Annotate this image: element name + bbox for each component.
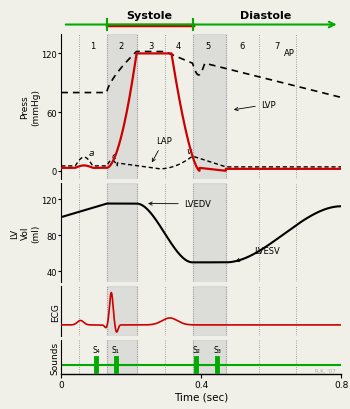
Bar — [193, 183, 226, 283]
Text: S₄: S₄ — [92, 346, 100, 355]
Text: 1: 1 — [90, 42, 95, 51]
Text: a: a — [89, 149, 94, 158]
Y-axis label: ECG: ECG — [51, 302, 60, 321]
Bar — [107, 340, 136, 374]
X-axis label: Time (sec): Time (sec) — [174, 391, 229, 402]
Text: LVESV: LVESV — [236, 247, 280, 262]
Bar — [193, 35, 226, 179]
Text: LVP: LVP — [234, 101, 275, 111]
Text: 3: 3 — [148, 42, 153, 51]
Text: Diastole: Diastole — [240, 11, 291, 21]
Text: AP: AP — [284, 49, 294, 58]
Y-axis label: Press
(mmHg): Press (mmHg) — [21, 88, 40, 126]
Bar — [193, 340, 226, 374]
Text: 5: 5 — [206, 42, 211, 51]
Y-axis label: LV
Vol
(ml): LV Vol (ml) — [10, 224, 40, 242]
Text: v: v — [187, 147, 192, 156]
Text: R.K. '07: R.K. '07 — [315, 369, 336, 373]
Bar — [193, 287, 226, 336]
Text: S₂: S₂ — [192, 346, 200, 355]
Text: 2: 2 — [118, 42, 123, 51]
Text: Systole: Systole — [126, 11, 173, 21]
Text: LAP: LAP — [152, 137, 172, 162]
Text: 7: 7 — [274, 42, 280, 51]
Text: S₁: S₁ — [112, 346, 119, 355]
Text: 6: 6 — [239, 42, 245, 51]
Bar — [107, 183, 136, 283]
Text: S₃: S₃ — [213, 346, 221, 355]
Text: 4: 4 — [176, 42, 181, 51]
Text: LVEDV: LVEDV — [149, 200, 211, 209]
Text: c: c — [112, 152, 117, 161]
Bar — [107, 287, 136, 336]
Bar — [107, 35, 136, 179]
Y-axis label: Sounds: Sounds — [51, 341, 60, 374]
